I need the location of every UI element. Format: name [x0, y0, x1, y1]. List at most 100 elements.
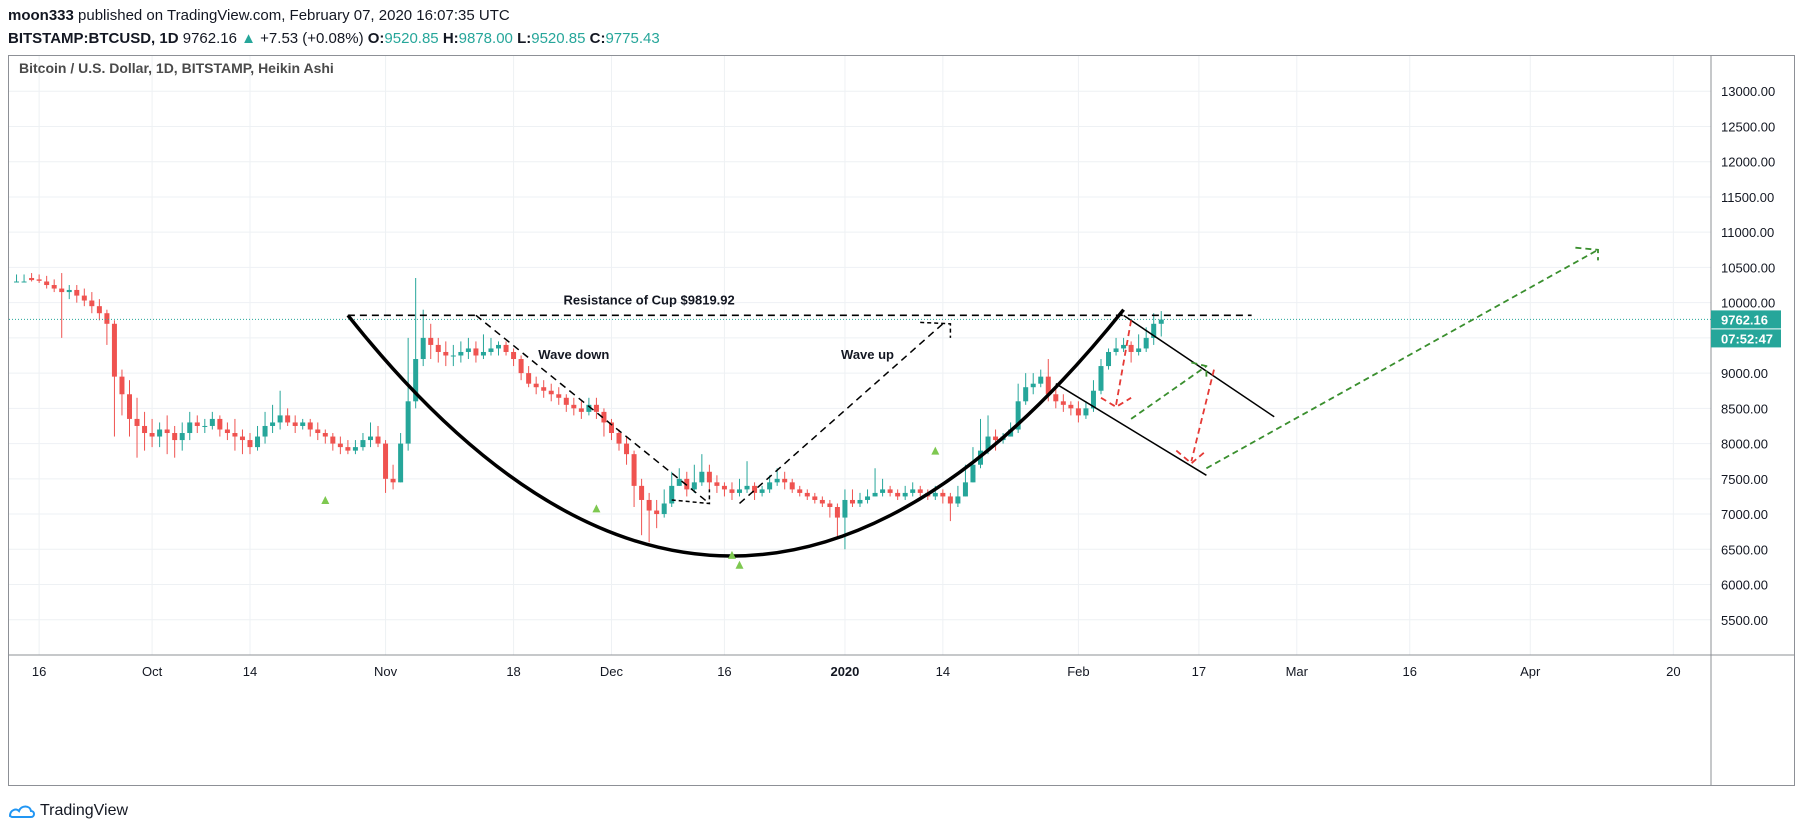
candle-body: [337, 443, 343, 448]
candle-body: [1075, 408, 1081, 416]
candle-body: [383, 443, 389, 479]
handle-channel-upper: [1123, 314, 1275, 418]
candle-body: [367, 436, 373, 441]
signal-marker-icon: [931, 446, 940, 455]
candle-body: [804, 492, 810, 497]
chart-header: moon333 published on TradingView.com, Fe…: [8, 6, 660, 49]
wave-down-line: [475, 314, 710, 505]
candle-body: [932, 492, 938, 497]
y-tick-label: 11500.00: [1721, 190, 1774, 205]
signal-marker-icon: [592, 504, 601, 513]
candle-body: [450, 355, 456, 357]
red-projection-1: [1100, 320, 1132, 408]
cup-curve: [346, 308, 1125, 558]
price-chart[interactable]: 13000.00 12500.00 12000.00 11500.00 11000.00…: [9, 56, 1794, 785]
candle-body: [608, 422, 614, 434]
candle-body: [142, 425, 148, 434]
candle-body: [443, 351, 449, 356]
price-change: +7.53 (+0.08%): [260, 30, 364, 47]
candle-body: [187, 422, 193, 434]
high-label: H:: [442, 30, 459, 47]
candle-body: [217, 418, 223, 430]
candle-body: [895, 492, 901, 497]
candle-body: [586, 404, 592, 412]
tradingview-brand[interactable]: TradingView: [40, 802, 129, 819]
countdown-tag: [1711, 329, 1781, 348]
candle-body: [1098, 366, 1104, 391]
open-label: O:: [367, 30, 385, 47]
candle-body: [661, 503, 667, 515]
x-tick-label: Mar: [1286, 664, 1309, 679]
candle-body: [865, 496, 871, 500]
candle-body: [134, 418, 140, 426]
candle-body: [1053, 394, 1059, 402]
high-value: 9878.00: [458, 30, 513, 47]
candle-body: [1038, 376, 1044, 384]
candle-body: [797, 489, 803, 493]
candle-body: [74, 289, 80, 296]
candle-body: [654, 510, 660, 515]
candle-body: [224, 429, 230, 434]
candle-body: [691, 482, 697, 490]
candle-body: [413, 359, 419, 402]
candle-body: [1083, 408, 1089, 416]
candle-body: [563, 397, 569, 405]
candle-body: [985, 436, 991, 451]
candle-body: [488, 348, 494, 352]
y-tick-label: 7500.00: [1721, 472, 1768, 487]
green-projection-1: [1130, 361, 1208, 420]
countdown-label: 07:52:47: [1721, 331, 1773, 346]
candle-body: [533, 383, 539, 388]
candle-body: [247, 440, 253, 448]
x-tick-label: Apr: [1520, 664, 1541, 679]
symbol-label[interactable]: BITSTAMP:BTCUSD, 1D: [8, 30, 179, 47]
wave-up-label: Wave up: [841, 347, 894, 362]
tradingview-logo-icon[interactable]: [8, 802, 36, 820]
candle-body: [639, 485, 645, 500]
handle-channel-lower: [1055, 383, 1207, 476]
candle-body: [126, 394, 132, 419]
candle-body: [285, 415, 291, 423]
candle-body: [646, 499, 652, 511]
candle-body: [827, 503, 833, 508]
resistance-label: Resistance of Cup $9819.92: [564, 292, 735, 307]
candle-body: [262, 425, 268, 437]
green-projection-2: [1205, 246, 1599, 470]
x-tick-label: 16: [32, 664, 46, 679]
wave-down-label: Wave down: [538, 347, 609, 362]
chart-frame[interactable]: 13000.00 12500.00 12000.00 11500.00 11000.00…: [8, 55, 1795, 786]
candle-body: [676, 478, 682, 486]
candle-body: [1068, 404, 1074, 409]
candle-body: [255, 436, 261, 448]
x-tick-label: Dec: [600, 664, 624, 679]
candle-body: [277, 415, 283, 423]
candle-body: [398, 443, 404, 483]
candle-body: [89, 300, 95, 307]
candle-body: [631, 454, 637, 486]
candle-body: [149, 433, 155, 437]
candle-body: [993, 436, 999, 441]
y-tick-label: 13000.00: [1721, 84, 1775, 99]
last-price: 9762.16: [182, 30, 237, 47]
candle-body: [571, 404, 577, 409]
close-value: 9775.43: [605, 30, 660, 47]
candle-body: [96, 306, 102, 314]
y-tick-label: 6500.00: [1721, 542, 1768, 557]
candle-body: [759, 489, 765, 493]
candle-body: [119, 376, 125, 395]
candle-body: [111, 323, 117, 377]
low-label: L:: [517, 30, 532, 47]
publish-line: moon333 published on TradingView.com, Fe…: [8, 6, 660, 26]
candle-body: [1113, 348, 1119, 352]
candle-body: [737, 489, 743, 493]
candle-body: [239, 436, 245, 441]
x-tick-label: 16: [717, 664, 731, 679]
candle-body: [157, 429, 163, 437]
x-tick-label: Nov: [374, 664, 398, 679]
signal-marker-icon: [727, 550, 736, 559]
author-link[interactable]: moon333: [8, 7, 74, 24]
x-tick-label: Feb: [1067, 664, 1089, 679]
candle-body: [1151, 323, 1157, 338]
candle-body: [789, 482, 795, 490]
wave-up-line: [739, 323, 944, 505]
